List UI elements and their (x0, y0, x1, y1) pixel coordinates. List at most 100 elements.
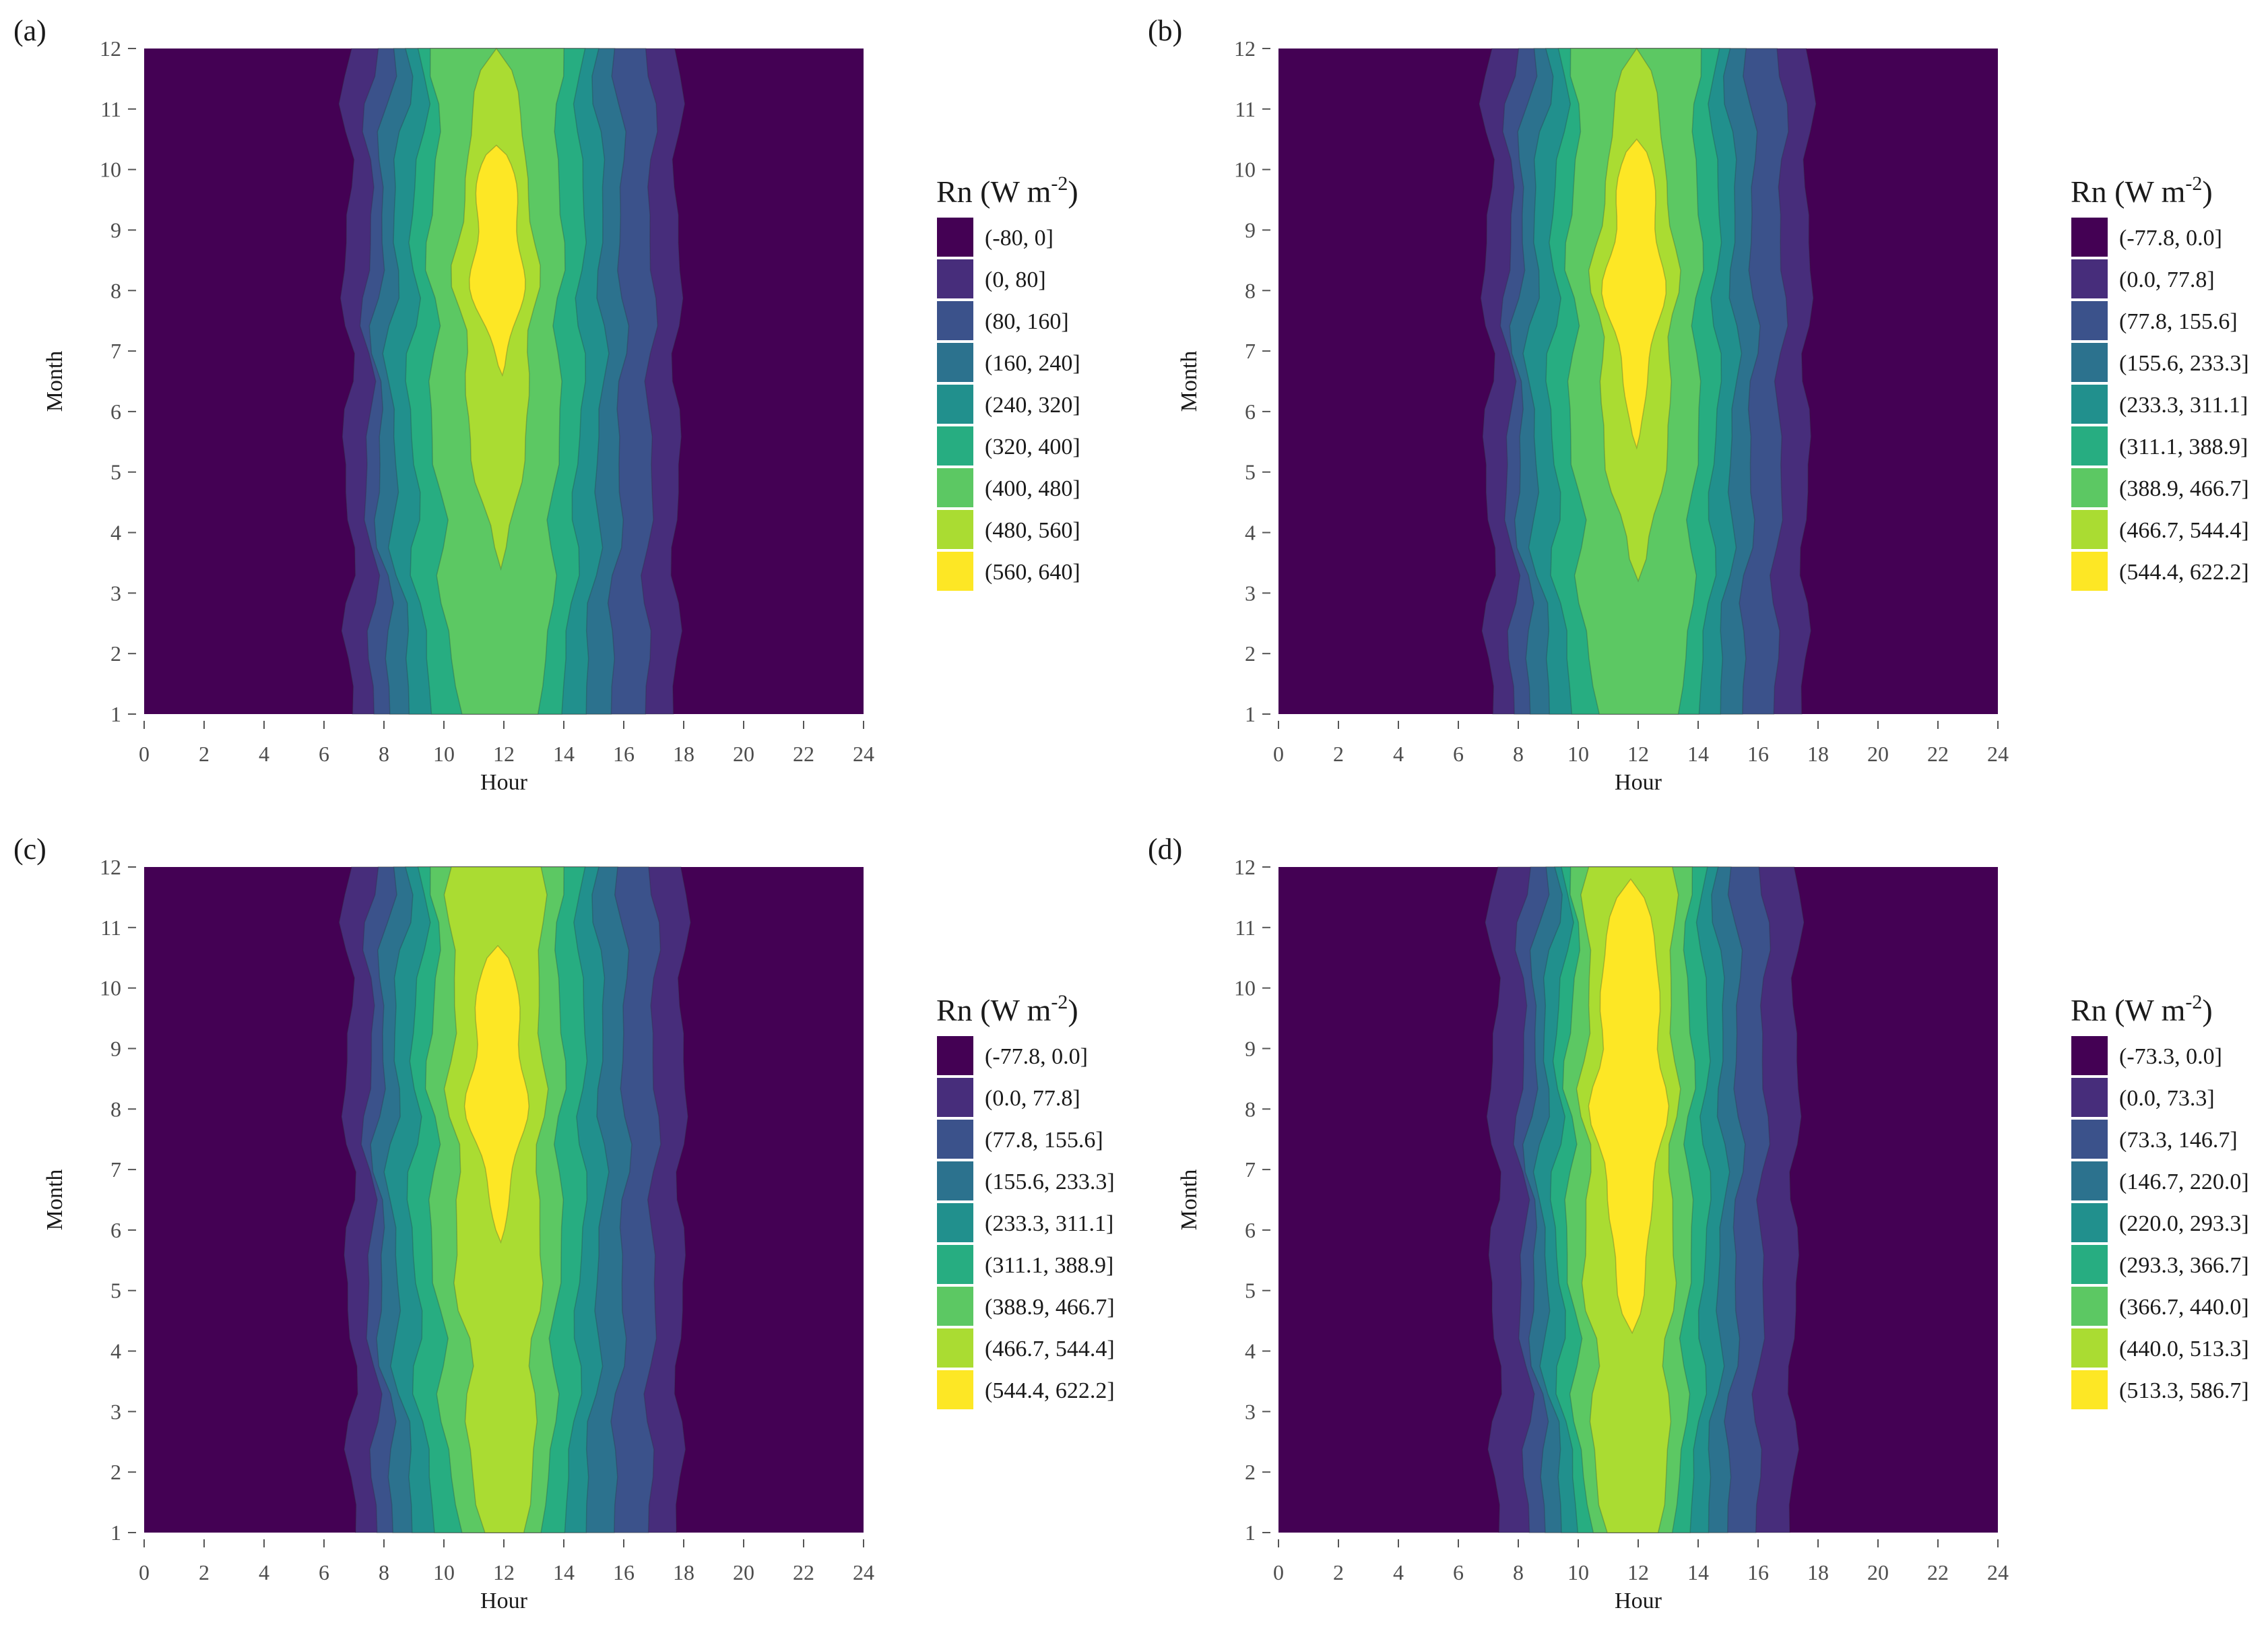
y-tick-label: 2 (1245, 1460, 1256, 1484)
legend-label: (220.0, 293.3] (2119, 1211, 2249, 1236)
legend-label: (560, 640] (985, 560, 1080, 585)
legend-swatch (2070, 550, 2109, 592)
y-tick-label: 10 (1234, 976, 1256, 1000)
y-tick-label: 7 (1245, 1157, 1256, 1182)
y-tick-label: 9 (110, 218, 121, 242)
legend-swatch (2070, 1202, 2109, 1244)
y-tick-label: 3 (1245, 581, 1256, 605)
band-8 (469, 144, 526, 377)
legend-label: (77.8, 155.6] (2119, 309, 2238, 334)
x-tick-label: 8 (1513, 742, 1524, 766)
legend-swatch (2070, 1035, 2109, 1077)
x-axis-title: Hour (480, 770, 528, 795)
x-tick-label: 20 (1867, 1560, 1889, 1584)
x-tick-label: 14 (1687, 1560, 1709, 1584)
x-tick-label: 12 (493, 742, 515, 766)
x-tick-label: 14 (553, 1560, 575, 1584)
y-tick-label: 11 (100, 97, 121, 121)
legend-swatch (936, 425, 975, 467)
x-tick-label: 6 (319, 742, 329, 766)
legend-title: Rn (W m-2) (2071, 991, 2213, 1027)
x-tick-label: 4 (259, 1560, 269, 1584)
legend-label: (440.0, 513.3] (2119, 1337, 2249, 1361)
x-tick-label: 20 (733, 1560, 754, 1584)
x-tick-label: 6 (319, 1560, 329, 1584)
x-tick-label: 16 (613, 1560, 635, 1584)
y-tick-label: 10 (100, 158, 121, 182)
y-tick-label: 1 (110, 702, 121, 726)
legend-swatch (936, 1244, 975, 1285)
x-tick-label: 12 (1627, 1560, 1649, 1584)
panel-c: (c) 0 2 4 6 8 10 12 14 16 18 20 22 24 1 2 3 4 5 6 7 8 9 10 11 12 H… (0, 819, 1134, 1637)
legend-label: (0.0, 77.8] (985, 1086, 1080, 1111)
x-tick-label: 10 (1567, 742, 1589, 766)
legend-label: (388.9, 466.7] (985, 1295, 1115, 1320)
panel-label: (d) (1148, 833, 1182, 866)
x-tick-label: 8 (1513, 1560, 1524, 1584)
legend-swatch (2070, 425, 2109, 467)
y-axis-title: Month (1177, 1169, 1202, 1231)
legend-swatch (2070, 1118, 2109, 1160)
legend-label: (233.3, 311.1] (985, 1211, 1113, 1236)
y-tick-label: 9 (110, 1036, 121, 1060)
legend-swatch (936, 1327, 975, 1369)
x-tick-label: 0 (139, 1560, 150, 1584)
x-tick-label: 6 (1453, 1560, 1464, 1584)
legend-label: (388.9, 466.7] (2119, 476, 2249, 501)
y-tick-label: 2 (110, 641, 121, 666)
legend-label: (466.7, 544.4] (985, 1337, 1115, 1361)
x-axis-title: Hour (1615, 1588, 1662, 1613)
legend-swatch (936, 1285, 975, 1327)
legend-label: (544.4, 622.2] (985, 1378, 1115, 1403)
y-tick-label: 11 (100, 916, 121, 940)
y-tick-label: 1 (1245, 702, 1256, 726)
x-tick-label: 16 (613, 742, 635, 766)
y-tick-label: 12 (100, 36, 121, 61)
x-tick-label: 24 (853, 742, 874, 766)
x-tick-label: 14 (1687, 742, 1709, 766)
x-tick-label: 4 (1393, 742, 1404, 766)
legend-swatch (2070, 1285, 2109, 1327)
x-tick-label: 4 (259, 742, 269, 766)
y-axis-title: Month (42, 351, 67, 412)
legend-swatch (2070, 1244, 2109, 1285)
legend-swatch (2070, 1369, 2109, 1411)
legend-title: Rn (W m-2) (936, 172, 1078, 209)
x-tick-label: 24 (853, 1560, 874, 1584)
legend-swatch (2070, 258, 2109, 300)
band-8 (463, 944, 530, 1244)
y-tick-label: 6 (110, 399, 121, 424)
y-tick-label: 4 (1245, 521, 1256, 545)
legend-swatch (936, 383, 975, 425)
panel-label: (c) (13, 833, 46, 866)
x-tick-label: 18 (1807, 1560, 1829, 1584)
legend-swatch (2070, 1160, 2109, 1202)
x-tick-label: 16 (1747, 1560, 1769, 1584)
legend-swatch (2070, 216, 2109, 258)
legend-label: (80, 160] (985, 309, 1069, 334)
legend-label: (0.0, 73.3] (2119, 1086, 2215, 1111)
x-tick-label: 0 (1273, 742, 1284, 766)
legend-label: (155.6, 233.3] (2119, 351, 2249, 376)
legend-label: (77.8, 155.6] (985, 1128, 1103, 1153)
y-tick-label: 3 (110, 581, 121, 605)
y-tick-label: 9 (1245, 1036, 1256, 1060)
legend-swatch (2070, 300, 2109, 342)
legend-swatch (936, 467, 975, 509)
legend-swatch (2070, 509, 2109, 550)
y-tick-label: 12 (1234, 855, 1256, 879)
legend-label: (-77.8, 0.0] (985, 1044, 1088, 1069)
y-tick-label: 5 (110, 460, 121, 484)
legend-swatch (2070, 1077, 2109, 1118)
panel-label: (a) (13, 14, 46, 47)
y-tick-label: 5 (1245, 1279, 1256, 1303)
y-tick-label: 4 (1245, 1339, 1256, 1363)
y-tick-label: 7 (110, 1157, 121, 1182)
legend-label: (311.1, 388.9] (985, 1253, 1113, 1278)
x-tick-label: 18 (673, 742, 694, 766)
legend-label: (366.7, 440.0] (2119, 1295, 2249, 1320)
x-tick-label: 2 (1333, 1560, 1344, 1584)
x-tick-label: 12 (1627, 742, 1649, 766)
y-tick-label: 2 (110, 1460, 121, 1484)
legend-swatch (2070, 1327, 2109, 1369)
